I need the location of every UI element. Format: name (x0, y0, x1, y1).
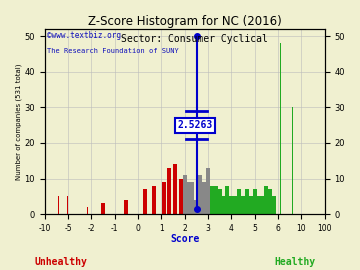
Bar (253, 189, 257, 214)
Bar (245, 189, 249, 214)
Bar (58, 196, 59, 214)
Bar (292, 107, 293, 214)
Bar (218, 189, 222, 214)
Title: Z-Score Histogram for NC (2016): Z-Score Histogram for NC (2016) (88, 15, 282, 28)
Y-axis label: Number of companies (531 total): Number of companies (531 total) (15, 63, 22, 180)
Bar (167, 168, 171, 214)
Text: ©www.textbiz.org: ©www.textbiz.org (48, 31, 121, 40)
Text: Unhealthy: Unhealthy (35, 257, 87, 267)
Bar (67, 196, 68, 214)
Bar (222, 196, 226, 214)
Bar (206, 168, 210, 214)
Bar (272, 196, 276, 214)
Bar (124, 200, 128, 214)
Bar (101, 203, 105, 214)
Text: The Research Foundation of SUNY: The Research Foundation of SUNY (48, 48, 179, 54)
Bar (143, 189, 147, 214)
Bar (173, 164, 177, 214)
Text: Healthy: Healthy (275, 257, 316, 267)
Bar (237, 189, 241, 214)
Text: 2.5263: 2.5263 (177, 120, 213, 130)
Bar (210, 186, 214, 214)
Bar (198, 175, 202, 214)
Bar (87, 207, 88, 214)
Bar (280, 43, 282, 214)
Bar (194, 200, 198, 214)
Bar (233, 196, 237, 214)
Bar (179, 178, 183, 214)
Bar (225, 186, 229, 214)
Bar (202, 182, 206, 214)
Bar (264, 186, 268, 214)
Bar (152, 186, 156, 214)
Bar (268, 189, 272, 214)
Bar (190, 182, 194, 214)
Bar (241, 196, 245, 214)
Bar (162, 182, 166, 214)
Bar (229, 196, 233, 214)
Text: Sector: Consumer Cyclical: Sector: Consumer Cyclical (121, 34, 268, 44)
Bar (186, 182, 190, 214)
Bar (257, 196, 261, 214)
Bar (260, 196, 264, 214)
X-axis label: Score: Score (170, 234, 199, 244)
Bar (183, 175, 186, 214)
Bar (249, 196, 253, 214)
Bar (214, 186, 218, 214)
